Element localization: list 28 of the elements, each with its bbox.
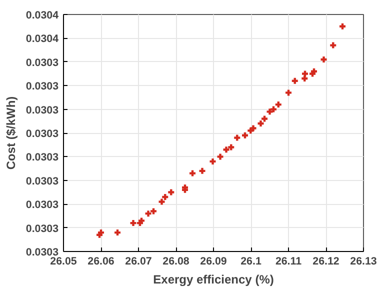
point [290, 76, 299, 85]
x-tick-label: 26.07 [125, 256, 152, 268]
y-tick-label: 0.0303 [26, 56, 59, 69]
point [329, 41, 338, 50]
y-tick-label: 0.0303 [26, 80, 59, 93]
x-tick-label: 26.06 [88, 256, 114, 268]
point [249, 124, 258, 132]
y-tick-label: 0.0303 [26, 199, 59, 212]
point [233, 134, 242, 142]
y-axis-title: Cost ($/kWh) [4, 96, 18, 170]
y-tick-label: 0.0303 [26, 128, 59, 140]
y-tick-label: 0.0303 [26, 152, 59, 164]
y-tick-label: 0.0304 [26, 33, 59, 46]
x-tick-label: 26.12 [312, 256, 340, 268]
point [266, 108, 274, 116]
x-tick-label: 26.13 [350, 256, 377, 268]
y-tick-label: 0.0303 [26, 222, 59, 235]
x-tick-label: 26.11 [275, 256, 302, 268]
x-axis-title: Exergy efficiency (%) [153, 272, 274, 286]
y-tick-label: 0.0303 [26, 175, 59, 188]
y-tick-label: 0.0304 [26, 10, 59, 22]
y-tick-label: 0.0303 [26, 104, 59, 116]
x-tick-label: 26.09 [200, 256, 227, 268]
y-tick-label: 0.0303 [26, 246, 59, 258]
x-tick-label: 26.05 [50, 256, 77, 268]
x-tick-label: 26.1 [240, 256, 262, 268]
x-tick-label: 26.08 [162, 256, 190, 268]
point [216, 152, 224, 161]
